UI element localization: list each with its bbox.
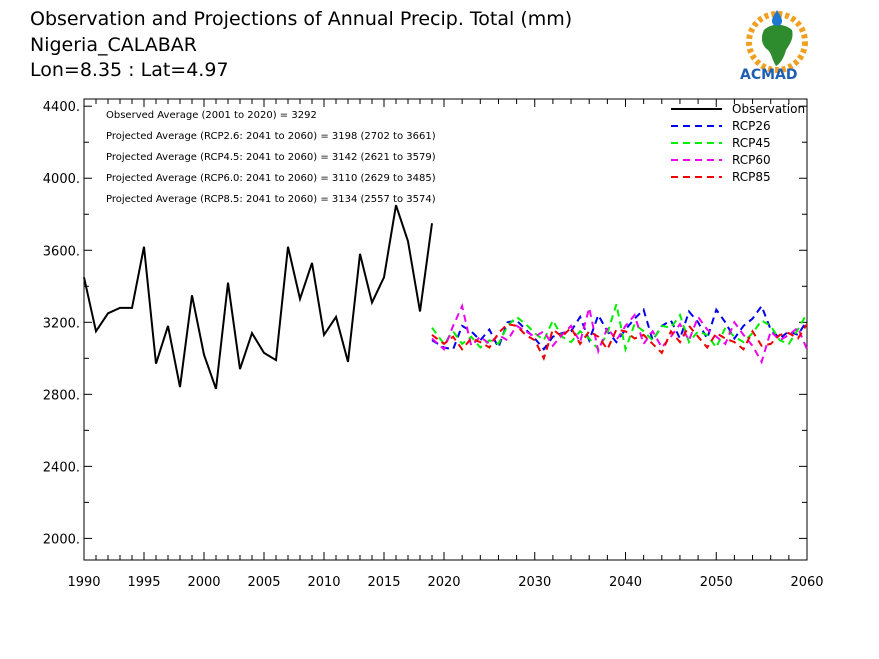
coordinates-label: Lon=8.35 : Lat=4.97: [30, 59, 229, 81]
x-tick-label: 2040: [609, 575, 642, 590]
station-name: Nigeria_CALABAR: [30, 34, 197, 56]
average-note: Projected Average (RCP6.0: 2041 to 2060)…: [106, 173, 436, 184]
series-group: [83, 204, 808, 390]
acmad-logo: ACMAD: [740, 10, 808, 83]
average-note: Projected Average (RCP8.5: 2041 to 2060)…: [106, 194, 436, 205]
y-tick-label: 3600.: [43, 244, 80, 259]
y-tick-label: 4400.: [43, 100, 80, 115]
x-tick-label: 1995: [127, 575, 160, 590]
x-tick-label: 2000: [187, 575, 220, 590]
axes: 2000. 2400. 2800. 3200. 3600. 4000. 4400. 1990 1…: [43, 99, 824, 590]
average-note: Observed Average (2001 to 2020) = 3292: [106, 110, 317, 121]
series-rcp85: [431, 323, 808, 361]
averages-annotation: Observed Average (2001 to 2020) = 3292 Pr…: [106, 110, 436, 205]
x-tick-label: 2060: [790, 575, 823, 590]
logo-text: ACMAD: [740, 67, 798, 83]
logo-sun-ring: [746, 11, 808, 73]
x-tick-label: 2010: [307, 575, 340, 590]
logo-africa-icon: [761, 24, 793, 66]
legend-label-rcp60: RCP60: [732, 153, 771, 167]
legend-label-rcp26: RCP26: [732, 119, 771, 133]
x-tick-label: 2015: [367, 575, 400, 590]
x-tick-label: 2020: [427, 575, 460, 590]
series-rcp45: [431, 304, 808, 353]
y-tick-label: 3200.: [43, 316, 80, 331]
series-observation: [83, 204, 433, 390]
series-rcp26: [431, 304, 808, 351]
x-tick-label: 2050: [700, 575, 733, 590]
legend-label-rcp45: RCP45: [732, 136, 771, 150]
plot-frame: [83, 98, 808, 561]
average-note: Projected Average (RCP2.6: 2041 to 2060)…: [106, 131, 436, 142]
logo-drop-icon: [772, 10, 782, 26]
chart-title: Observation and Projections of Annual Pr…: [30, 8, 572, 30]
legend-label-observation: Observation: [732, 102, 805, 116]
average-note: Projected Average (RCP4.5: 2041 to 2060)…: [106, 152, 436, 163]
x-tick-label: 2030: [518, 575, 551, 590]
x-tick-label: 1990: [67, 575, 100, 590]
x-tick-label: 2005: [247, 575, 280, 590]
y-tick-label: 2400.: [43, 460, 80, 475]
legend: Observation RCP26 RCP45 RCP60 RCP85: [671, 102, 805, 184]
y-tick-label: 4000.: [43, 172, 80, 187]
y-tick-label: 2000.: [43, 532, 80, 547]
y-tick-label: 2800.: [43, 388, 80, 403]
legend-label-rcp85: RCP85: [732, 170, 771, 184]
